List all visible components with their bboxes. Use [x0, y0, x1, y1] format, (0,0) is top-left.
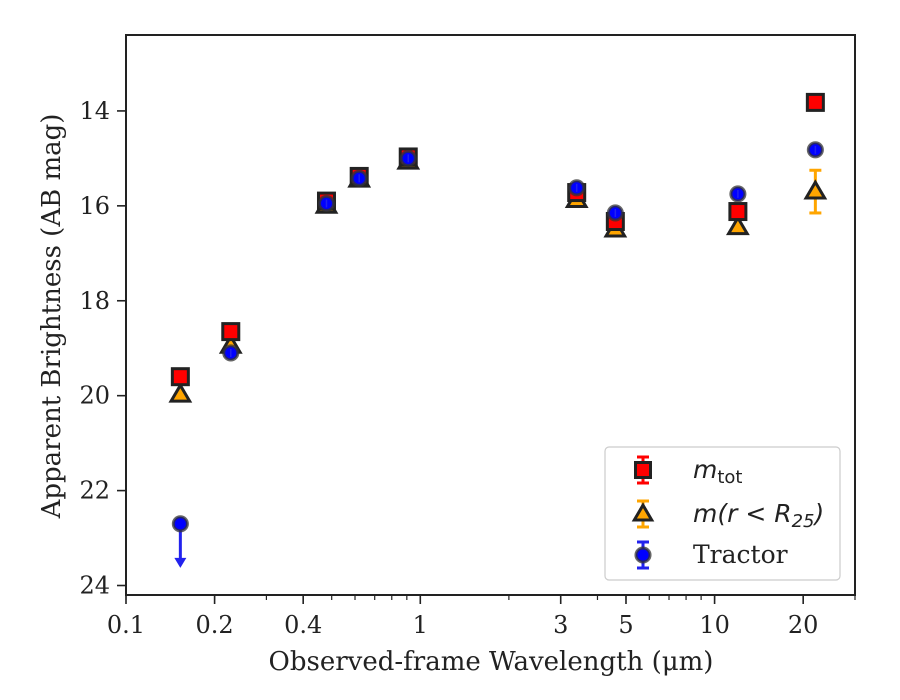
legend-label-base: m — [693, 455, 717, 484]
x-tick-label: 20 — [788, 611, 819, 639]
series-m_r25 — [168, 149, 828, 403]
legend-marker-m_r25 — [631, 502, 655, 522]
x-tick-label: 0.1 — [107, 611, 145, 639]
data-point-m_tot — [805, 92, 825, 112]
y-tick-label: 16 — [79, 192, 110, 220]
data-point-m_r25 — [803, 179, 828, 200]
legend-label-subscript: 25 — [792, 511, 815, 532]
legend: mtot m(r < R25) Tractor — [604, 446, 841, 581]
legend-label-m_r25: m(r < R25) — [693, 499, 824, 532]
y-tick-label: 24 — [79, 572, 110, 600]
data-point-m_r25 — [725, 214, 750, 236]
y-axis-label: Apparent Brightness (AB mag) — [37, 114, 67, 520]
data-point-m_tot — [221, 322, 241, 342]
plot-frame — [125, 34, 856, 596]
legend-label-subscript: tot — [717, 467, 742, 488]
upper-limit-arrow-head — [174, 557, 187, 568]
x-tick-label: 5 — [618, 611, 633, 639]
legend-entry-m_tot: mtot — [634, 455, 743, 488]
y-tick-label: 20 — [79, 382, 110, 410]
legend-marker-m_tot — [634, 461, 652, 479]
axes: 0.1 0.2 0.4 1 3 5 10 20 14 16 18 20 22 24 — [79, 34, 856, 639]
legend-marker-tractor — [634, 546, 652, 564]
x-tick-label: 3 — [553, 611, 568, 639]
x-tick-label: 1 — [413, 611, 428, 639]
y-tick-label: 18 — [79, 287, 110, 315]
y-tick-label: 22 — [79, 477, 110, 505]
series-tractor — [171, 141, 824, 568]
x-tick-label: 0.4 — [284, 611, 322, 639]
x-tick-label: 10 — [699, 611, 730, 639]
data-point-m_tot — [170, 367, 190, 387]
data-point-m_r25 — [168, 382, 193, 403]
legend-entry-m_r25: m(r < R25) — [631, 499, 824, 532]
legend-label-m_tot: mtot — [693, 455, 743, 488]
data-point-m_tot — [728, 202, 748, 222]
y-tick-label: 14 — [79, 97, 110, 125]
legend-entry-tractor: Tractor — [634, 540, 788, 570]
legend-label-base: m(r < R — [693, 499, 792, 528]
plot-area — [168, 92, 828, 568]
legend-label-suffix: ) — [813, 499, 825, 528]
legend-label-tractor: Tractor — [693, 540, 788, 569]
data-point-tractor — [171, 515, 189, 533]
series-m_tot — [170, 92, 825, 387]
x-axis-label: Observed-frame Wavelength (μm) — [269, 647, 714, 677]
legend-box — [604, 446, 841, 581]
x-tick-label: 0.2 — [196, 611, 234, 639]
